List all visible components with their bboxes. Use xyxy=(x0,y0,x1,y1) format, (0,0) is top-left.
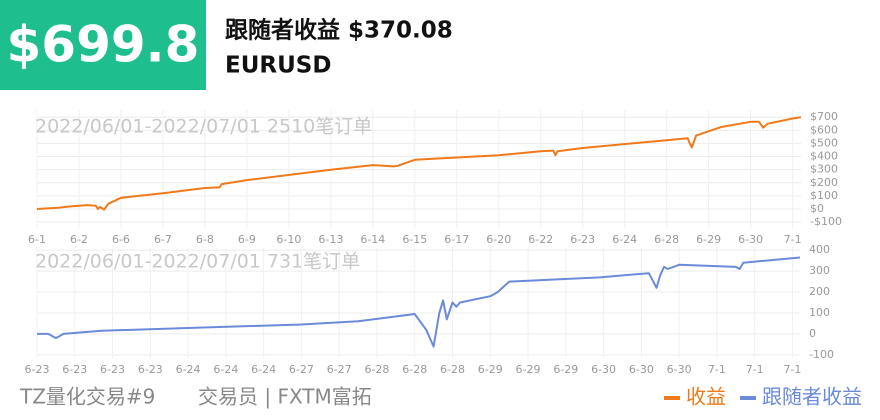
y-tick-label: $300 xyxy=(810,163,838,176)
x-tick-label: 6-29 xyxy=(516,363,541,376)
x-tick-label: 6-28 xyxy=(402,363,427,376)
y-tick-label: -100 xyxy=(809,348,834,361)
y-tick-label: $700 xyxy=(810,110,838,123)
y-tick-label: $600 xyxy=(810,123,838,136)
x-tick-label: 6-27 xyxy=(327,363,352,376)
x-tick-label: 6-8 xyxy=(196,233,214,246)
x-tick-label: 7-1 xyxy=(783,363,801,376)
x-tick-label: 6-20 xyxy=(486,233,511,246)
x-tick-label: 6-24 xyxy=(176,363,201,376)
x-tick-label: 6-14 xyxy=(360,233,385,246)
x-tick-label: 6-10 xyxy=(276,233,301,246)
x-tick-label: 6-23 xyxy=(25,363,50,376)
symbol: EURUSD xyxy=(225,53,331,79)
account: TZ量化交易#9 xyxy=(19,385,155,409)
x-tick-label: 6-28 xyxy=(364,363,389,376)
x-tick-label: 6-24 xyxy=(213,363,238,376)
x-tick-label: 6-15 xyxy=(402,233,427,246)
y-tick-label: $400 xyxy=(810,150,838,163)
x-tick-label: 6-30 xyxy=(591,363,616,376)
y-tick-label: $100 xyxy=(810,189,838,202)
series-line xyxy=(36,116,802,211)
y-tick-label: $500 xyxy=(810,136,838,149)
series-line xyxy=(37,256,801,348)
y-tick-label: 300 xyxy=(809,264,830,277)
amount-box xyxy=(0,0,206,90)
x-tick-label: 6-29 xyxy=(478,363,503,376)
watermark: 2022/06/01-2022/07/01 2510笔订单 xyxy=(35,116,372,138)
x-tick-label: 6-2 xyxy=(70,233,88,246)
x-tick-label: 6-29 xyxy=(553,363,578,376)
amount: $699.8 xyxy=(7,16,200,74)
x-tick-label: 6-13 xyxy=(318,233,343,246)
x-tick-label: 6-17 xyxy=(444,233,469,246)
x-tick-label: 6-9 xyxy=(238,233,256,246)
x-tick-label: 6-24 xyxy=(612,233,637,246)
x-tick-label: 6-23 xyxy=(138,363,163,376)
x-tick-label: 6-22 xyxy=(528,233,553,246)
x-tick-label: 6-30 xyxy=(667,363,692,376)
y-tick-label: 400 xyxy=(809,243,830,256)
x-tick-label: 6-27 xyxy=(289,363,314,376)
y-tick-label: 100 xyxy=(809,306,830,319)
title: 跟随者收益 $370.08 xyxy=(225,17,453,44)
legend-label: 跟随者收益 xyxy=(762,385,862,409)
y-tick-label: $200 xyxy=(810,176,838,189)
x-tick-label: 6-30 xyxy=(629,363,654,376)
legend-label: 收益 xyxy=(686,385,726,409)
x-tick-label: 6-30 xyxy=(738,233,763,246)
y-tick-label: -$100 xyxy=(810,215,842,228)
x-tick-label: 7-1 xyxy=(746,363,764,376)
y-tick-label: 200 xyxy=(809,285,830,298)
x-tick-label: 6-24 xyxy=(251,363,276,376)
trader: 交易员 | FXTM富拓 xyxy=(198,385,372,409)
x-tick-label: 6-28 xyxy=(440,363,465,376)
x-tick-label: 6-6 xyxy=(112,233,130,246)
x-tick-label: 6-29 xyxy=(696,233,721,246)
watermark: 2022/06/01-2022/07/01 731笔订单 xyxy=(35,251,360,273)
x-tick-label: 6-7 xyxy=(154,233,172,246)
x-tick-label: 6-23 xyxy=(100,363,125,376)
x-tick-label: 6-23 xyxy=(62,363,87,376)
y-tick-label: 0 xyxy=(809,327,816,340)
x-tick-label: 6-23 xyxy=(570,233,595,246)
y-tick-label: $0 xyxy=(810,202,824,215)
x-tick-label: 6-1 xyxy=(28,233,46,246)
x-tick-label: 7-1 xyxy=(708,363,726,376)
x-tick-label: 7-1 xyxy=(784,233,802,246)
x-tick-label: 6-28 xyxy=(654,233,679,246)
